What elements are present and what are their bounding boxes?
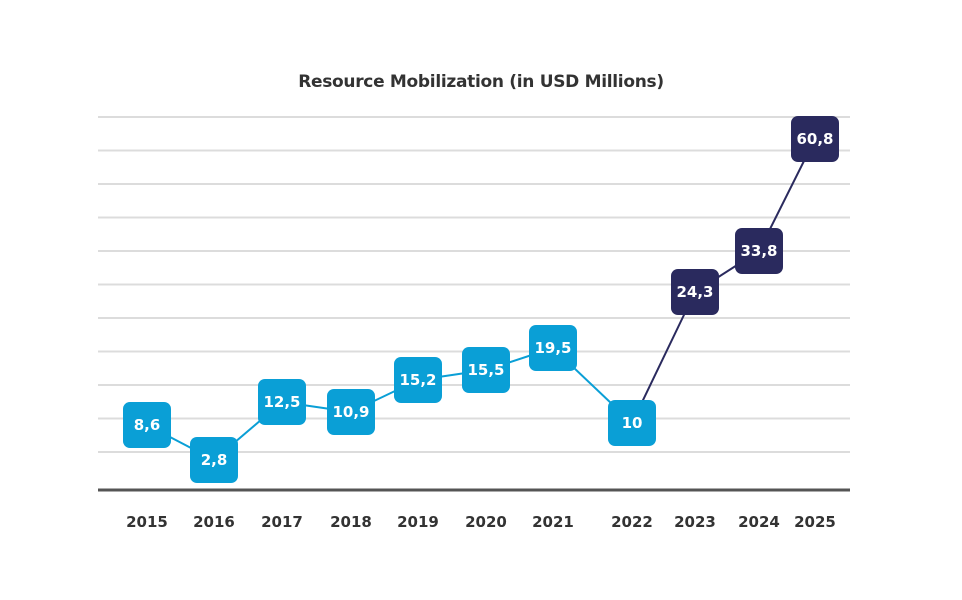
data-label: 2,8 — [201, 451, 228, 469]
x-tick-label: 2022 — [611, 513, 653, 531]
x-tick-label: 2015 — [126, 513, 168, 531]
data-marker — [671, 269, 719, 315]
data-point-2022: 10 — [608, 400, 656, 446]
data-label: 10 — [622, 414, 643, 432]
x-tick-label: 2024 — [738, 513, 780, 531]
data-point-2018: 10,9 — [327, 389, 375, 435]
data-marker — [123, 402, 171, 448]
data-point-2017: 12,5 — [258, 379, 306, 425]
x-tick-label: 2018 — [330, 513, 372, 531]
data-label: 19,5 — [534, 339, 571, 357]
x-tick-label: 2016 — [193, 513, 235, 531]
x-tick-label: 2025 — [794, 513, 836, 531]
data-label: 24,3 — [676, 283, 713, 301]
data-point-2025: 60,8 — [791, 116, 839, 162]
data-label: 8,6 — [134, 416, 161, 434]
data-point-2015: 8,6 — [123, 402, 171, 448]
data-label: 33,8 — [740, 242, 777, 260]
data-marker — [462, 347, 510, 393]
gridlines — [98, 116, 850, 453]
data-marker — [258, 379, 306, 425]
chart-title: Resource Mobilization (in USD Millions) — [298, 72, 664, 92]
data-point-2024: 33,8 — [735, 228, 783, 274]
data-points: 8,6 2,8 12,5 10,9 15,2 15,5 19,5 10 24,3 33,8 60,8 — [123, 116, 839, 483]
data-label: 12,5 — [263, 393, 300, 411]
data-point-2019: 15,2 — [394, 357, 442, 403]
data-marker — [529, 325, 577, 371]
data-point-2016: 2,8 — [190, 437, 238, 483]
data-label: 15,5 — [467, 361, 504, 379]
x-tick-labels: 2015 2016 2017 2018 2019 2020 2021 2022 2023 2024… — [126, 513, 836, 531]
x-tick-label: 2021 — [532, 513, 574, 531]
x-tick-label: 2019 — [397, 513, 439, 531]
data-marker — [791, 116, 839, 162]
data-label: 15,2 — [399, 371, 436, 389]
data-label: 60,8 — [796, 130, 833, 148]
data-label: 10,9 — [332, 403, 369, 421]
data-point-2021: 19,5 — [529, 325, 577, 371]
x-tick-label: 2017 — [261, 513, 303, 531]
data-marker — [394, 357, 442, 403]
x-tick-label: 2020 — [465, 513, 507, 531]
data-point-2020: 15,5 — [462, 347, 510, 393]
data-marker — [327, 389, 375, 435]
x-tick-label: 2023 — [674, 513, 716, 531]
data-point-2023: 24,3 — [671, 269, 719, 315]
data-marker — [190, 437, 238, 483]
data-marker — [735, 228, 783, 274]
data-marker — [608, 400, 656, 446]
